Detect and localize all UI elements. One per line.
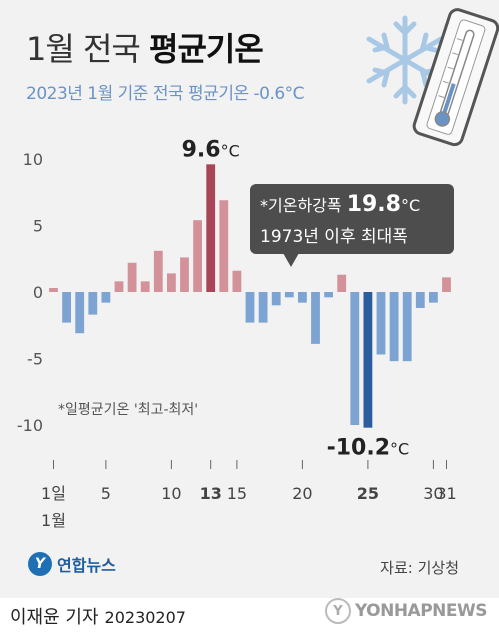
logo-mark-icon: Y [28,552,52,576]
publish-date: 20230207 [104,608,186,627]
bar-day-9 [153,250,163,292]
y-tick-label: 10 [23,150,43,169]
bar-day-16 [245,292,255,323]
callout-unit: °C [400,196,421,215]
bar-day-12 [193,220,202,292]
bar-day-1 [49,288,58,292]
bar-day-22 [324,292,333,298]
bar-day-10 [167,273,176,292]
bar-day-29 [415,292,425,308]
page-title: 1월 전국 평균기온 [26,24,264,70]
title-light: 1월 전국 [26,30,150,68]
x-tick-label: 30 [423,484,443,503]
y-tick-label: 5 [33,217,43,236]
bar-day-23 [337,274,347,292]
bar-day-7 [127,262,137,292]
byline: 이재윤 기자 20230207 [10,603,186,629]
callout-prefix: *기온하강폭 [260,196,347,215]
callout-line1: *기온하강폭 19.8°C [260,192,420,217]
bar-day-3 [75,292,85,334]
reporter-name: 이재윤 기자 [10,607,99,628]
x-tick-label: 10 [161,484,181,503]
source-label: 자료: 기상청 [380,559,459,577]
x-tick-label: 20 [292,484,312,503]
callout-line2: 1973년 이후 최대폭 [260,227,408,247]
annotations: 9.6°C -10.2°C [182,137,410,460]
y-tick-label: -5 [27,350,43,369]
y-tick-label: 0 [33,283,43,302]
bar-day-19 [284,292,294,298]
bar-day-11 [180,257,189,292]
title-bold: 평균기온 [149,30,264,68]
bar-day-18 [271,292,281,306]
logo-text: 연합뉴스 [57,556,116,575]
callout-box: *기온하강폭 19.8°C 1973년 이후 최대폭 [250,184,454,254]
decoration [366,8,499,147]
peak-label-day-25: -10.2°C [327,436,410,461]
bar-day-14 [219,200,229,292]
y-axis: 10 5 0 -5 -10 [17,150,43,435]
bar-day-20 [298,292,307,303]
agency-watermark: Y YONHAPNEWS [324,598,488,624]
x-tick-label: 15 [227,484,247,503]
x-tick-label: 13 [200,484,222,503]
x-tick-sublabel: 1월 [41,511,66,530]
bar-day-6 [114,281,124,292]
x-tick-label: 5 [101,484,111,503]
bar-day-26 [376,292,386,355]
bar-day-21 [311,292,320,344]
bar-day-5 [101,292,111,303]
agency-text: YONHAPNEWS [354,601,488,621]
bar-day-13 [206,164,216,292]
peak-label-day-13: 9.6°C [182,137,240,162]
bar-day-28 [402,292,412,362]
agency-mark-icon: Y [324,598,351,624]
x-tick-label: 31 [436,484,456,503]
bar-day-31 [442,277,451,292]
yonhap-logo: Y 연합뉴스 [28,551,116,577]
bar-day-25 [363,292,373,428]
bar-day-4 [88,292,98,315]
bar-day-30 [429,292,438,303]
bar-day-17 [258,292,268,323]
bar-day-8 [140,281,150,292]
callout-pointer [283,253,299,267]
x-tick-label: 1일 [41,484,66,503]
thermometer-icon [412,8,499,147]
bar-day-27 [389,292,399,362]
bars [49,164,451,428]
page-subtitle: 2023년 1월 기준 전국 평균기온 -0.6°C [26,84,305,104]
callout-value: 19.8 [346,192,401,217]
y-tick-label: -10 [17,416,43,435]
snowflake-icon [366,15,444,105]
footnote: *일평균기온 '최고-최저' [58,402,199,418]
x-tick-label: 25 [357,484,379,503]
bar-day-24 [350,292,360,425]
bar-day-2 [62,292,71,323]
bar-day-15 [232,270,242,292]
